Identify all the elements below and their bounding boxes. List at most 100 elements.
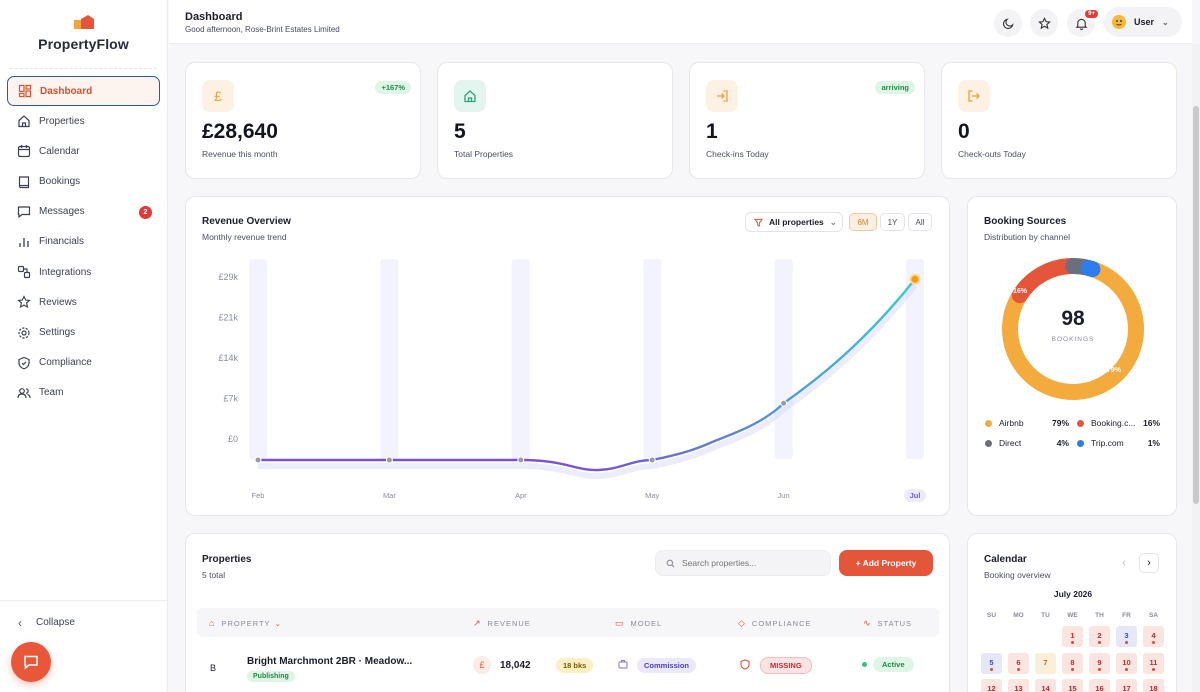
- calendar-day[interactable]: 5: [981, 653, 1002, 674]
- revenue-overview-card: Revenue Overview Monthly revenue trend A…: [185, 196, 950, 516]
- prev-month-button[interactable]: ‹: [1114, 553, 1134, 573]
- weekday-label: TU: [1041, 612, 1050, 619]
- properties-card: Properties 5 total + Add Property ⌂ PROPE…: [185, 533, 950, 692]
- growth-badge: +167%: [375, 81, 411, 94]
- chevron-right-icon: ›: [1147, 557, 1151, 569]
- revenue-line-chart: £0 £7k £14k £21k £29k Feb Mar Apr May Jun Jul: [218, 259, 926, 502]
- activity-icon: ∿: [863, 618, 872, 628]
- calendar-day[interactable]: 4: [1143, 626, 1164, 647]
- favorites-button[interactable]: [1030, 9, 1058, 37]
- range-6m-button[interactable]: 6M: [849, 213, 877, 231]
- column-highlight-jul: [906, 259, 924, 459]
- legend-dot: [1077, 439, 1084, 447]
- chevron-down-icon: ⌄: [829, 216, 837, 227]
- calendar-day[interactable]: 9: [1089, 653, 1110, 674]
- range-1y-button[interactable]: 1Y: [880, 213, 905, 231]
- search-input[interactable]: [682, 558, 822, 568]
- dashboard-icon: [18, 84, 32, 98]
- bar-chart-icon: [17, 235, 31, 249]
- sidebar-item-compliance[interactable]: Compliance: [7, 348, 160, 378]
- chevron-left-icon: ‹: [1122, 557, 1126, 569]
- card-subtitle: Distribution by channel: [984, 232, 1070, 242]
- x-tick-label: Jun: [778, 491, 790, 500]
- card-title: Revenue Overview: [202, 216, 291, 227]
- calendar-day[interactable]: 14: [1035, 679, 1056, 692]
- sidebar-item-messages[interactable]: Messages 2: [7, 197, 160, 227]
- next-month-button[interactable]: ›: [1139, 553, 1159, 573]
- status-dot: [862, 662, 867, 667]
- calendar-day-today[interactable]: 7: [1035, 653, 1056, 674]
- collapse-label: Collapse: [36, 617, 75, 628]
- user-menu[interactable]: User ⌄: [1104, 7, 1182, 37]
- calendar-day[interactable]: 10: [1116, 653, 1137, 674]
- calendar-day[interactable]: 8: [1062, 653, 1083, 674]
- chat-fab-button[interactable]: [11, 642, 51, 682]
- column-status[interactable]: ∿ STATUS: [863, 618, 912, 629]
- calendar-day[interactable]: 1: [1062, 626, 1083, 647]
- login-icon: [706, 80, 738, 112]
- sidebar-item-calendar[interactable]: Calendar: [7, 136, 160, 166]
- kpi-card-checkins: arriving 1 Check-ins Today: [689, 62, 925, 179]
- column-highlight-may: [643, 259, 662, 459]
- divider: [10, 68, 157, 69]
- column-revenue[interactable]: ↗ REVENUE: [473, 618, 531, 629]
- table-header: ⌂ PROPERTY ⌄ ↗ REVENUE ▭ MODEL ◇ COMPLIANCE ∿…: [197, 608, 939, 637]
- property-name[interactable]: Bright Marchmont 2BR · Meadow...: [247, 656, 413, 667]
- calendar-day[interactable]: 17: [1116, 679, 1137, 692]
- column-compliance[interactable]: ◇ COMPLIANCE: [738, 618, 812, 629]
- kpi-label: Revenue this month: [202, 149, 278, 159]
- calendar-day[interactable]: 6: [1008, 653, 1029, 674]
- table-row[interactable]: B Bright Marchmont 2BR · Meadow... Publi…: [197, 652, 939, 692]
- sidebar-item-integrations[interactable]: Integrations: [7, 257, 160, 287]
- sidebar-item-label: Integrations: [39, 266, 92, 278]
- calendar-day[interactable]: 13: [1008, 679, 1029, 692]
- scrollbar-thumb[interactable]: [1193, 106, 1199, 504]
- calendar-day[interactable]: 15: [1062, 679, 1083, 692]
- trend-icon: ↗: [473, 618, 482, 628]
- theme-toggle-button[interactable]: [994, 9, 1022, 37]
- sidebar-item-dashboard[interactable]: Dashboard: [7, 76, 160, 106]
- range-all-button[interactable]: All: [908, 213, 932, 231]
- column-label: REVENUE: [487, 619, 531, 628]
- sidebar-item-reviews[interactable]: Reviews: [7, 287, 160, 317]
- calendar-day[interactable]: 18: [1143, 679, 1164, 692]
- add-property-button[interactable]: + Add Property: [839, 550, 933, 576]
- column-property[interactable]: ⌂ PROPERTY ⌄: [209, 618, 282, 628]
- calendar-day[interactable]: 11: [1143, 653, 1164, 674]
- compliance-missing-badge[interactable]: MISSING: [760, 657, 812, 674]
- sidebar-item-bookings[interactable]: Bookings: [7, 167, 160, 197]
- logout-icon: [958, 80, 990, 112]
- booking-sources-donut: [1002, 258, 1144, 400]
- calendar-card: Calendar Booking overview ‹ › July 2026 …: [967, 533, 1177, 692]
- calendar-day[interactable]: 2: [1089, 626, 1110, 647]
- property-filter-select[interactable]: All properties ⌄: [745, 212, 843, 232]
- chevron-down-icon: ⌄: [274, 618, 282, 628]
- calendar-day[interactable]: 3: [1116, 626, 1137, 647]
- sidebar-item-team[interactable]: Team: [7, 378, 160, 408]
- sidebar-item-settings[interactable]: Settings: [7, 318, 160, 348]
- x-tick-label: May: [645, 491, 659, 500]
- donut-total-label: BOOKINGS: [1051, 336, 1095, 343]
- slice-label-booking: 16%: [1013, 288, 1028, 295]
- sidebar-item-financials[interactable]: Financials: [7, 227, 160, 257]
- sidebar-item-label: Settings: [39, 327, 76, 338]
- calendar-day[interactable]: 12: [981, 679, 1002, 692]
- brand-logo[interactable]: PropertyFlow: [0, 0, 167, 52]
- filter-label: All properties: [769, 217, 824, 227]
- messages-count-badge: 2: [139, 205, 152, 219]
- sidebar-item-properties[interactable]: Properties: [7, 106, 160, 136]
- scrollbar[interactable]: [1192, 44, 1200, 692]
- y-tick-label: £7k: [223, 394, 238, 404]
- notifications-button[interactable]: 9+: [1067, 9, 1098, 37]
- legend-label: Direct: [999, 438, 1022, 448]
- column-label: MODEL: [630, 619, 663, 628]
- kpi-card-revenue: £ +167% £28,640 Revenue this month: [185, 62, 421, 179]
- column-highlight-mar: [380, 259, 399, 459]
- kpi-value: £28,640: [202, 120, 278, 143]
- search-box[interactable]: [655, 550, 831, 576]
- collapse-button[interactable]: ‹ Collapse: [0, 600, 168, 644]
- x-tick-label: Apr: [515, 491, 527, 500]
- column-model[interactable]: ▭ MODEL: [615, 618, 662, 629]
- calendar-day[interactable]: 16: [1089, 679, 1110, 692]
- sidebar-item-label: Bookings: [39, 176, 81, 188]
